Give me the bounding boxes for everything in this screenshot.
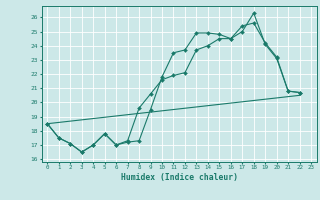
X-axis label: Humidex (Indice chaleur): Humidex (Indice chaleur) <box>121 173 238 182</box>
